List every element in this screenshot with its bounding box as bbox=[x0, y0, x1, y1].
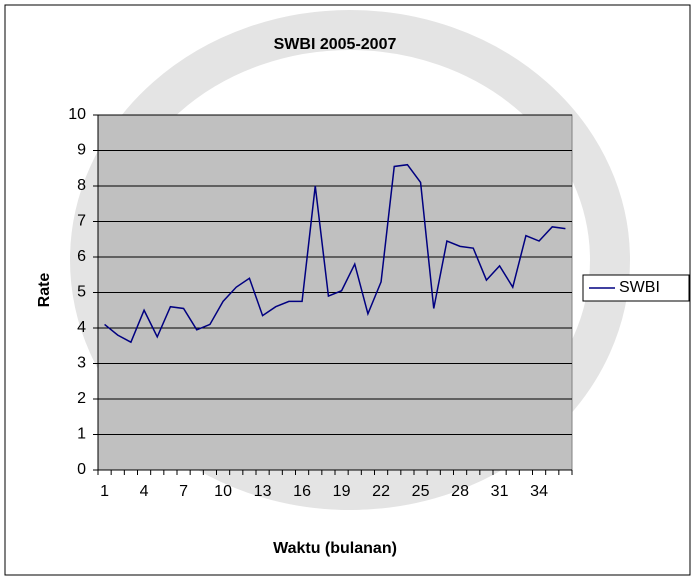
y-tick-label: 9 bbox=[77, 142, 86, 159]
x-tick-label: 25 bbox=[412, 483, 430, 500]
legend-label: SWBI bbox=[619, 279, 660, 296]
x-tick-label: 28 bbox=[451, 483, 469, 500]
y-tick-label: 5 bbox=[77, 284, 86, 301]
y-tick-label: 3 bbox=[77, 355, 86, 372]
x-tick-label: 10 bbox=[214, 483, 232, 500]
y-tick-label: 1 bbox=[77, 426, 86, 443]
x-tick-label: 19 bbox=[333, 483, 351, 500]
y-axis-label: Rate bbox=[36, 273, 53, 308]
y-tick-label: 0 bbox=[77, 461, 86, 478]
y-tick-label: 6 bbox=[77, 248, 86, 265]
x-tick-label: 34 bbox=[530, 483, 548, 500]
x-tick-label: 13 bbox=[254, 483, 272, 500]
y-tick-label: 10 bbox=[68, 106, 86, 123]
x-tick-label: 22 bbox=[372, 483, 390, 500]
x-tick-label: 16 bbox=[293, 483, 311, 500]
chart-title: SWBI 2005-2007 bbox=[274, 36, 397, 53]
x-tick-label: 7 bbox=[179, 483, 188, 500]
x-tick-label: 4 bbox=[140, 483, 149, 500]
y-tick-label: 7 bbox=[77, 213, 86, 230]
x-tick-label: 1 bbox=[100, 483, 109, 500]
y-tick-label: 2 bbox=[77, 390, 86, 407]
chart: SWBI 2005-2007 Waktu (bulanan) Rate 0123… bbox=[0, 0, 699, 583]
x-axis-label: Waktu (bulanan) bbox=[273, 540, 397, 557]
x-tick-label: 31 bbox=[491, 483, 509, 500]
y-tick-label: 8 bbox=[77, 177, 86, 194]
y-tick-label: 4 bbox=[77, 319, 86, 336]
